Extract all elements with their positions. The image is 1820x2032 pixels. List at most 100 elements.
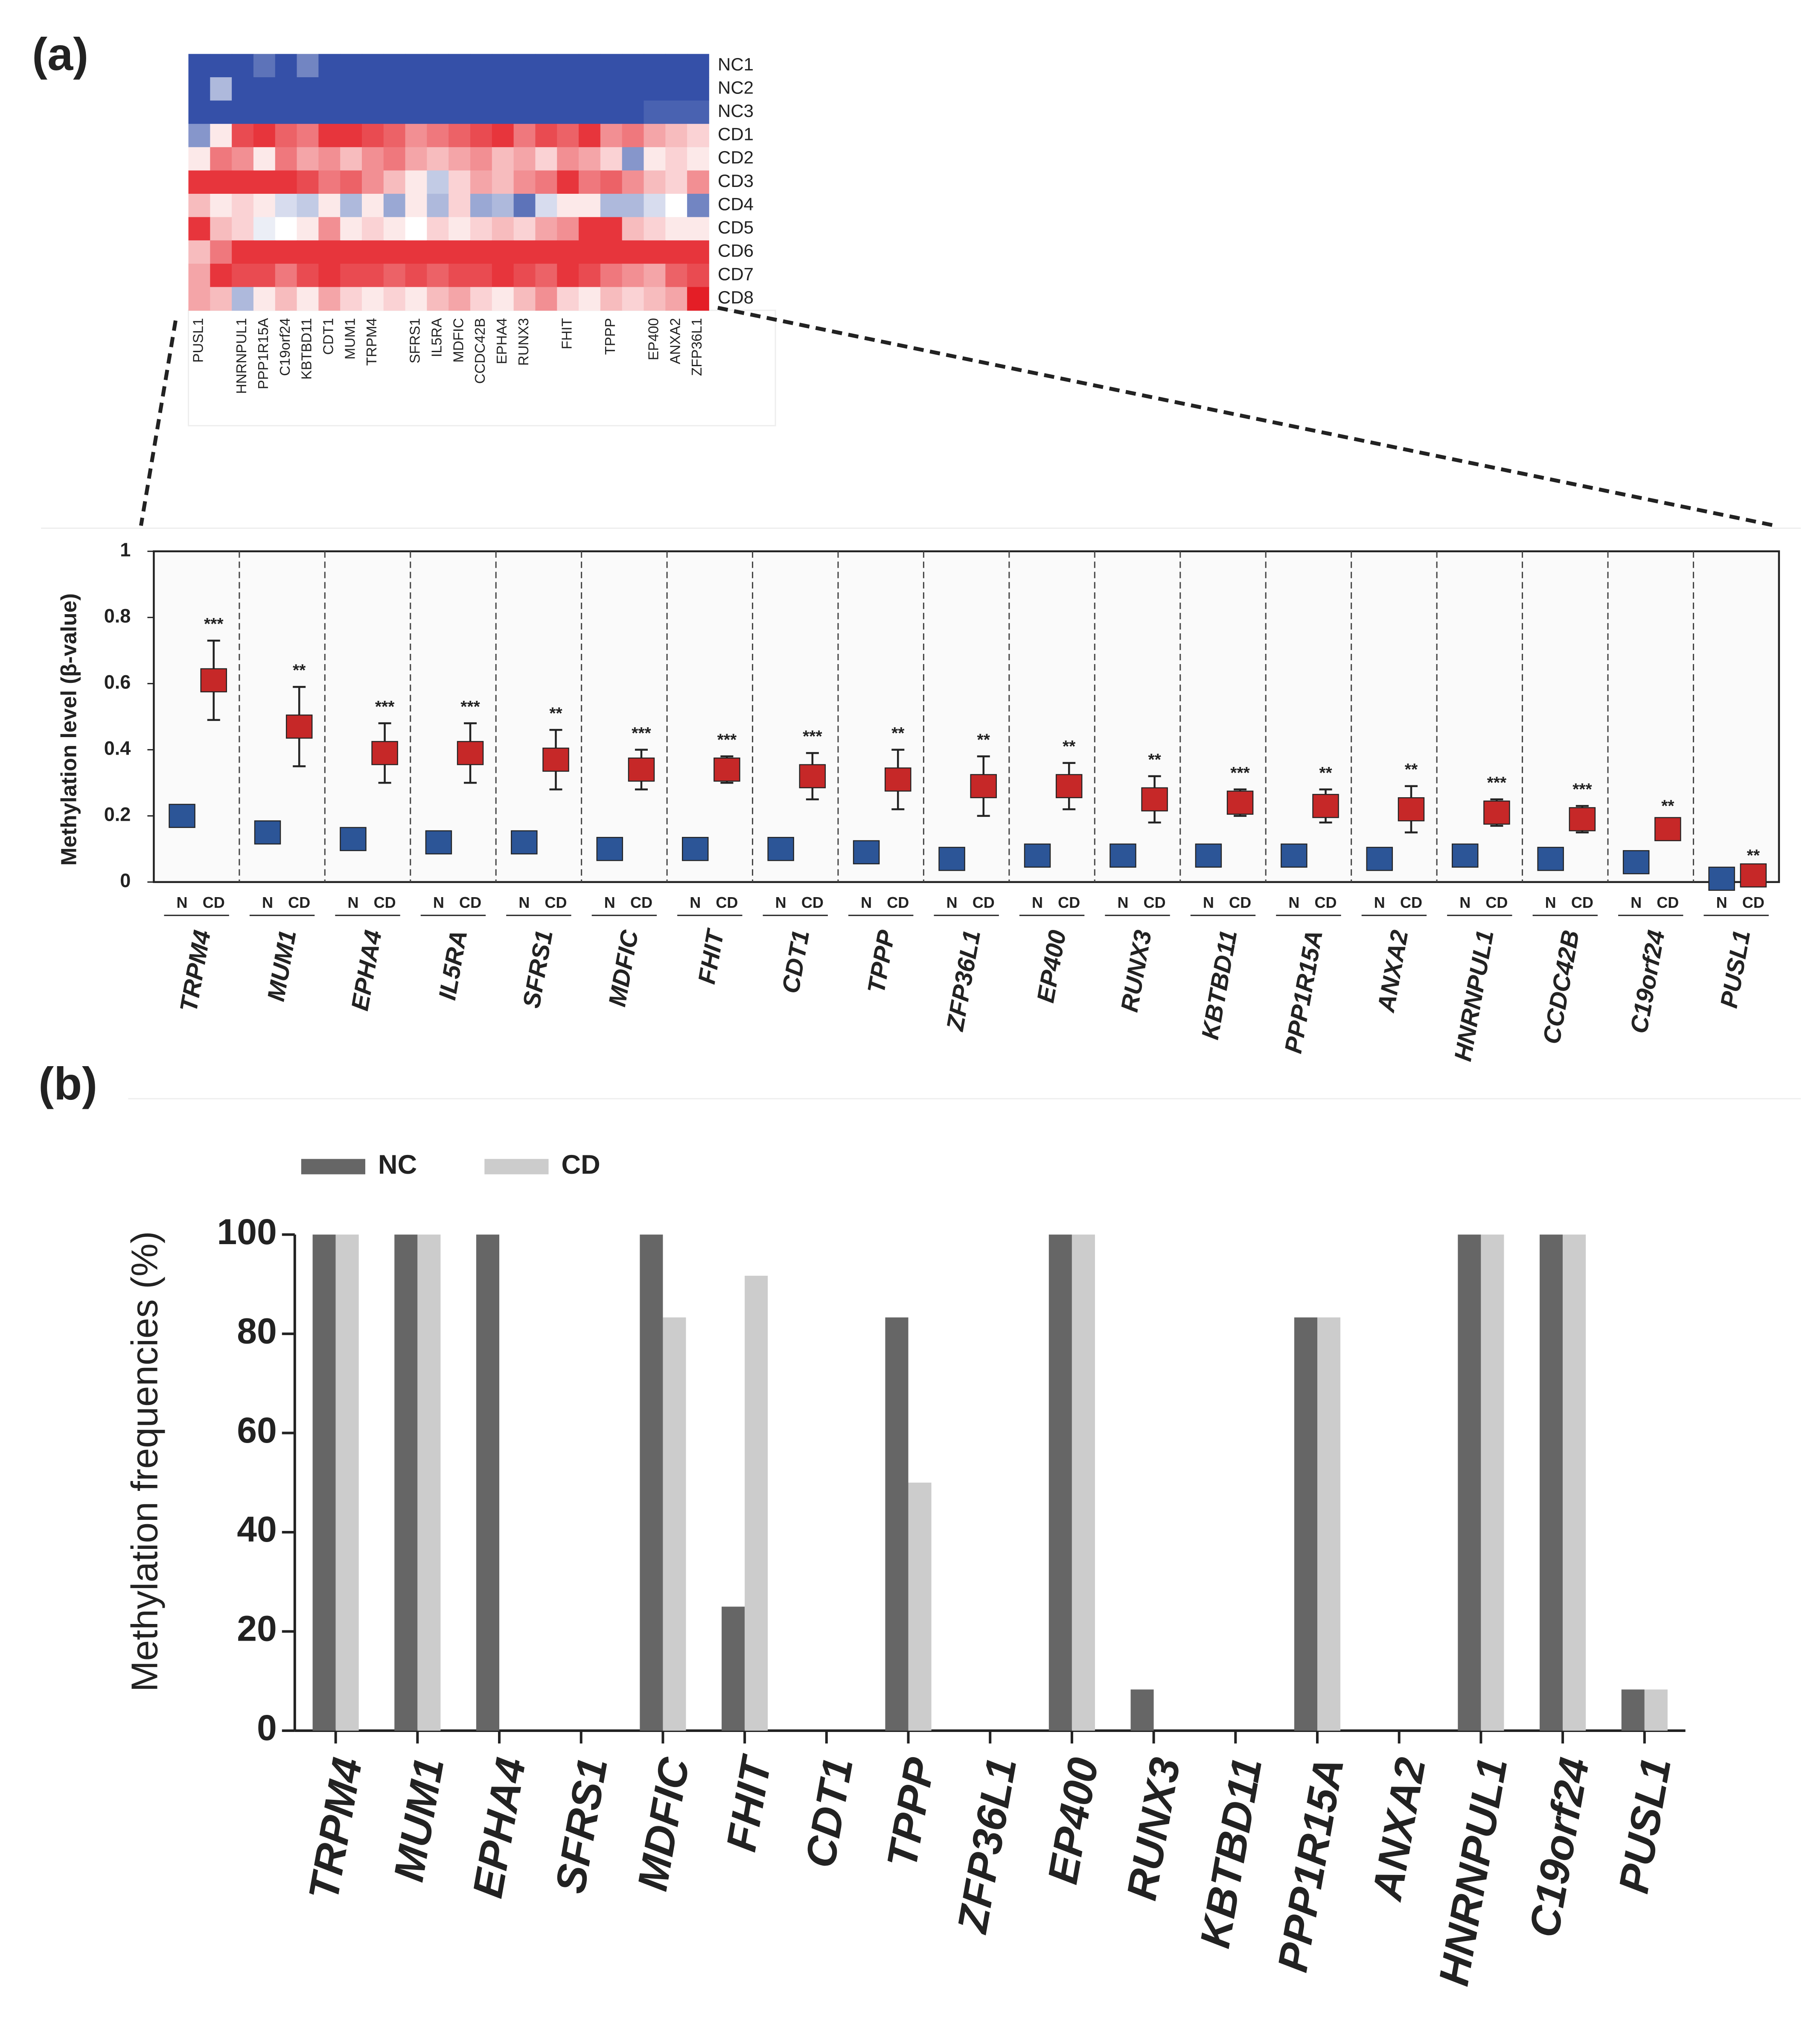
heatmap-cell [579, 217, 601, 241]
heatmap-cell [535, 217, 558, 241]
heatmap-cell [622, 77, 644, 101]
y-tick-label: 1 [120, 539, 131, 561]
heatmap-cell [361, 263, 384, 288]
bar [476, 1234, 500, 1731]
heatmap-cell [210, 54, 233, 78]
heatmap-cell [318, 100, 341, 125]
x-tick-label: ANXA2 [1372, 928, 1414, 1015]
x-tick-label: MUM1 [385, 1754, 453, 1885]
x-tick-label: EP400 [1039, 1754, 1107, 1887]
heatmap-cell [253, 263, 276, 288]
heatmap-cell [297, 54, 319, 78]
x-tick-label: PUSL1 [1610, 1754, 1680, 1897]
heatmap-cell [535, 147, 558, 171]
heatmap-cell [448, 263, 471, 288]
heatmap-cell [557, 170, 579, 194]
group-label: N [861, 894, 872, 911]
heatmap-cell [687, 240, 709, 264]
significance: *** [460, 698, 480, 716]
significance: *** [204, 615, 224, 633]
heatmap-cell [405, 194, 428, 218]
heatmap-cell [470, 217, 492, 241]
heatmap-cell [427, 217, 449, 241]
legend-swatch [484, 1159, 549, 1175]
heatmap-cell [253, 240, 276, 264]
marker [596, 837, 623, 861]
heatmap-cell [253, 287, 276, 311]
heatmap-cell [492, 287, 514, 311]
x-tick-label: MUM1 [262, 928, 302, 1004]
heatmap-cell [427, 170, 449, 194]
bar [1317, 1317, 1341, 1731]
heatmap-cell [232, 100, 254, 125]
heatmap-cell [318, 124, 341, 148]
y-axis-label: Methylation frequencies (%) [124, 1231, 165, 1691]
heatmap-cell [557, 194, 579, 218]
marker [542, 747, 569, 772]
x-tick-label: MDFIC [603, 928, 644, 1009]
bar [908, 1482, 932, 1731]
marker [340, 827, 367, 851]
bar [1294, 1317, 1318, 1731]
marker [799, 764, 826, 788]
group-label: N [347, 894, 358, 911]
x-tick-label: FHIT [717, 1751, 781, 1855]
significance: *** [1487, 774, 1507, 792]
y-tick-label: 0.8 [104, 605, 131, 627]
x-tick-label: RUNX3 [1118, 1754, 1189, 1904]
heatmap-cell [644, 124, 666, 148]
marker [885, 767, 911, 792]
heatmap-cell [253, 77, 276, 101]
marker [1708, 866, 1735, 891]
heatmap-cell [448, 77, 471, 101]
heatmap-cell [427, 54, 449, 78]
heatmap-cell [644, 287, 666, 311]
heatmap-cell [665, 170, 688, 194]
heatmap-cell [448, 217, 471, 241]
x-tick-label: KBTBD11 [1191, 1754, 1271, 1951]
significance: *** [1230, 764, 1250, 782]
column-label: C19orf24 [277, 318, 293, 376]
group-label: N [1203, 894, 1214, 911]
heatmap-cell [665, 217, 688, 241]
marker [1740, 863, 1767, 888]
heatmap-cell [232, 194, 254, 218]
heatmap-cell [318, 263, 341, 288]
heatmap-cell [210, 287, 233, 311]
heatmap-cell [210, 77, 233, 101]
heatmap-cell [275, 170, 297, 194]
heatmap-cell [188, 240, 211, 264]
marker [1622, 850, 1650, 875]
heatmap-cell [687, 263, 709, 288]
heatmap-cell [427, 263, 449, 288]
significance: ** [549, 704, 562, 723]
column-label: CCDC42B [472, 318, 488, 384]
group-label: CD [545, 894, 567, 911]
column-label: PPP1R15A [255, 318, 271, 389]
y-tick-label: 40 [237, 1509, 277, 1549]
panel-label: (b) [38, 1058, 97, 1109]
heatmap-cell [340, 147, 362, 171]
heatmap-cell [210, 170, 233, 194]
heatmap-cell [340, 170, 362, 194]
heatmap-cell [535, 170, 558, 194]
heatmap-cell [687, 147, 709, 171]
bar [722, 1606, 745, 1731]
heatmap-cell [253, 54, 276, 78]
bar [394, 1234, 418, 1731]
x-tick-label: FHIT [693, 926, 730, 986]
heatmap-cell [470, 194, 492, 218]
heatmap-cell [405, 77, 428, 101]
x-tick-label: SFRS1 [518, 928, 558, 1010]
group-label: CD [1400, 894, 1422, 911]
heatmap-cell [405, 100, 428, 125]
significance: ** [1319, 764, 1332, 782]
heatmap-cell [448, 124, 471, 148]
bar [1644, 1689, 1668, 1731]
heatmap-cell [297, 100, 319, 125]
heatmap-cell [253, 194, 276, 218]
heatmap-cell [297, 287, 319, 311]
heatmap-cell [188, 100, 211, 125]
heatmap-cell [253, 100, 276, 125]
